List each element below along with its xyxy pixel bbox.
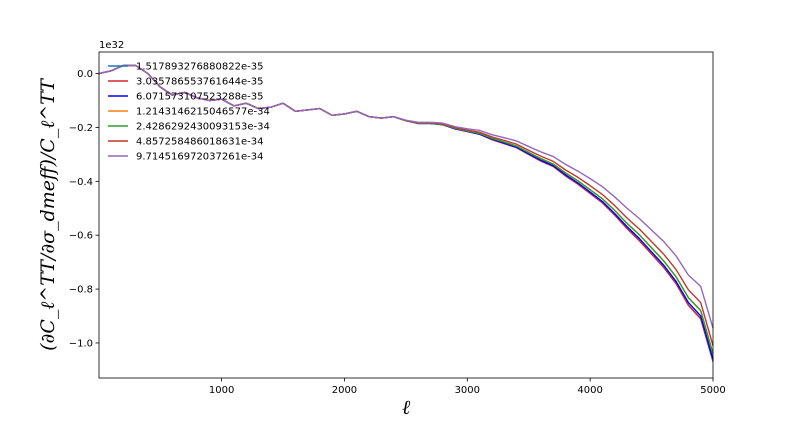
legend-label: 9.714516972037261e-34 [136, 152, 263, 163]
plot-lines [98, 64, 714, 363]
x-tick-label: 4000 [577, 385, 602, 396]
x-axis-ticks: 1000 2000 3000 4000 5000 [209, 378, 726, 396]
y-tick-label: −0.2 [69, 123, 93, 134]
y-tick-label: 0.0 [77, 69, 93, 80]
plot-frame [98, 51, 714, 379]
y-axis-title: (∂C_ℓ^TT/∂σ_dmeff)/C_ℓ^TT [37, 78, 59, 351]
series-line-7 [98, 64, 714, 329]
y-offset-label: 1e32 [99, 40, 124, 51]
x-tick-label: 2000 [332, 385, 357, 396]
legend: 1.517893276880822e-35 3.035786553761644e-… [108, 62, 270, 163]
y-tick-label: −0.4 [69, 177, 93, 188]
legend-label: 1.517893276880822e-35 [136, 62, 263, 73]
legend-label: 2.4286292430093153e-34 [136, 122, 270, 133]
x-axis-title: ℓ [402, 395, 411, 419]
x-tick-label: 5000 [700, 385, 725, 396]
legend-label: 1.214314621504657​7e-34 [136, 107, 270, 118]
y-tick-label: −0.6 [69, 231, 93, 242]
y-axis-ticks: 0.0 −0.2 −0.4 −0.6 −0.8 −1.0 [69, 69, 99, 349]
legend-label: 4.857258486018631e-34 [136, 137, 263, 148]
x-tick-label: 3000 [455, 385, 480, 396]
y-tick-label: −1.0 [69, 338, 93, 349]
x-tick-label: 1000 [209, 385, 234, 396]
legend-label: 3.035786553761644e-35 [136, 77, 263, 88]
legend-label: 6.071573107523288e-35 [136, 92, 263, 103]
y-tick-label: −0.8 [69, 285, 93, 296]
